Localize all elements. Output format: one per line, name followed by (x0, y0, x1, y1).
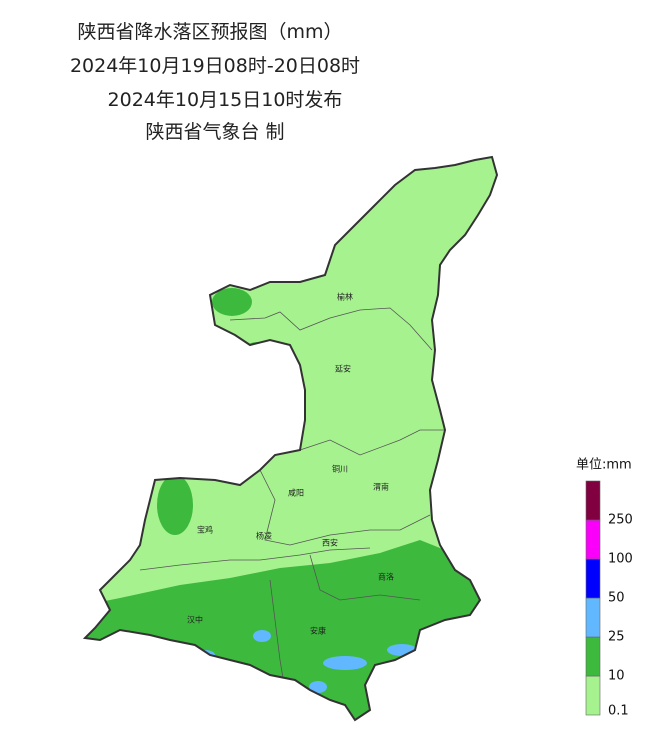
legend-label: 250 (608, 513, 633, 528)
city-label: 商洛 (378, 572, 394, 582)
issuer: 陕西省气象台 制 (145, 121, 284, 143)
city-label: 渭南 (373, 482, 389, 492)
city-label: 榆林 (337, 292, 353, 302)
city-label: 咸阳 (288, 488, 304, 498)
rain-heavy (323, 656, 367, 670)
rain-heavy (253, 630, 271, 642)
legend-label: 50 (608, 591, 625, 606)
legend-title: 单位:mm (576, 458, 632, 473)
legend-swatch (585, 597, 601, 638)
rain-heavy (387, 644, 417, 656)
rain-heavy (309, 681, 327, 693)
forecast-period: 2024年10月19日08时-20日08时 (70, 55, 360, 77)
legend-swatch (585, 519, 601, 560)
city-label: 宝鸡 (197, 525, 213, 535)
legend: 0.1 10 25 50 100 250 (585, 480, 633, 719)
map-title: 陕西省降水落区预报图（mm） (77, 21, 342, 43)
legend-label: 25 (608, 630, 625, 645)
city-label: 汉中 (187, 615, 203, 625)
city-label: 西安 (322, 538, 338, 548)
city-label: 安康 (310, 626, 326, 636)
rain-moderate (212, 288, 252, 316)
legend-swatch (585, 558, 601, 599)
legend-swatch (585, 480, 601, 521)
city-label: 铜川 (332, 464, 348, 474)
legend-swatch (585, 675, 601, 716)
legend-label: 0.1 (608, 704, 629, 719)
rain-moderate (157, 475, 193, 535)
legend-swatch (585, 636, 601, 677)
city-label: 延安 (335, 364, 351, 374)
legend-label: 100 (608, 552, 633, 567)
issue-time: 2024年10月15日10时发布 (108, 89, 343, 111)
legend-label: 10 (608, 669, 625, 684)
province (84, 156, 498, 721)
city-label: 杨凌 (256, 531, 272, 541)
